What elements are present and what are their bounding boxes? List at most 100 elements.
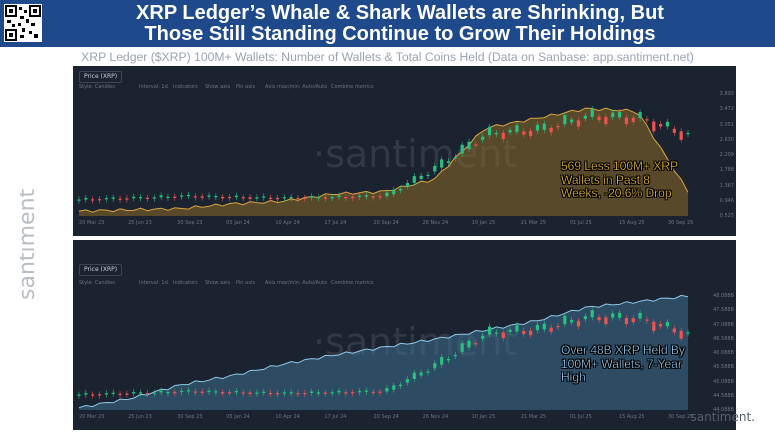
price-candle [221,392,225,394]
interval-selector-2[interactable]: Interval: 1d [139,280,168,286]
vertical-brand-text: santiment [20,188,40,300]
y-tick-label: 3.051 [719,121,734,128]
axis-max-selector[interactable]: Axis max/min: Auto/Auto [265,84,328,90]
interval-selector[interactable]: Interval: 1d [139,84,168,90]
axis-max-selector-2[interactable]: Axis max/min: Auto/Auto [265,280,328,286]
indicators-button-2[interactable]: Indicators [173,280,198,286]
price-candle [474,343,478,345]
metric-area [79,108,688,216]
price-candle [399,188,403,191]
corner-brand: santiment. [690,410,755,424]
price-candle [590,310,594,318]
price-candle [535,124,540,131]
price-candle [405,379,410,383]
price-candle [576,320,581,327]
y-tick-label: 3.893 [719,91,734,97]
price-candle [542,323,546,330]
price-candle [303,197,307,200]
price-candle [419,175,423,180]
price-candle [535,324,540,331]
price-candle [84,393,88,395]
y-tick-label: 44.088B [713,407,734,413]
x-tick-label: 26 Nov 24 [422,220,449,226]
price-candle [145,197,150,199]
price-candle [289,392,293,394]
price-candle [282,197,286,199]
price-candle [132,196,136,199]
price-candle [323,197,327,199]
x-tick-label: 10 Jan 25 [471,414,496,420]
x-tick-label: 20 Sep 24 [373,414,399,420]
price-candle [576,120,581,127]
price-candle [248,197,252,199]
holdings-chart-panel: Price (XRP) Style: Candles Interval: 1d … [73,240,736,430]
wallets-chart-panel: Price (XRP) Style: Candles Interval: 1d … [73,66,736,236]
price-metric-pill[interactable]: Price (XRP) [79,71,123,83]
price-candle [590,109,594,117]
pin-axis-toggle-2[interactable]: Pin axis [236,280,256,286]
style-selector-2[interactable]: Style: Candles [79,280,115,286]
price-candle [111,392,115,394]
price-candle [214,391,218,393]
price-candle [686,132,690,135]
x-tick-label: 10 Apr 24 [275,220,300,226]
price-candle [132,392,136,394]
price-candle [296,197,300,200]
chart-toolbar: Price (XRP) Style: Candles Interval: 1d … [73,66,736,96]
price-candle [310,196,314,198]
x-tick-label: 15 Aug 25 [618,414,645,420]
metric-area [79,295,688,410]
price-candle [330,197,334,199]
price-candle [446,358,451,361]
pin-axis-toggle[interactable]: Pin axis [236,84,256,90]
combine-metrics-button[interactable]: Combine metrics [331,84,374,90]
style-selector[interactable]: Style: Candles [79,84,115,90]
x-tick-label: 30 Sep 23 [177,414,203,420]
price-candle [645,319,649,321]
price-candle [364,390,368,392]
price-candle [207,390,211,393]
y-tick-label: 46.588B [713,335,734,342]
price-candle [337,195,341,198]
price-candle [672,128,676,133]
price-candle [405,183,410,187]
price-candle [631,117,635,123]
x-tick-label: 10 Apr 24 [275,414,300,420]
price-candle [481,136,485,140]
price-candle [104,393,108,395]
price-candle [494,133,499,135]
price-candle [357,195,362,197]
show-axis-toggle-2[interactable]: Show axis [205,280,231,286]
price-candle [501,132,505,140]
price-candle [515,325,519,332]
indicators-button[interactable]: Indicators [173,84,198,90]
price-candle [371,391,375,393]
price-candle [597,317,601,321]
price-candle [563,315,567,325]
x-tick-label: 30 Sep 25 [668,414,694,420]
price-candle [563,115,567,125]
y-tick-label: 45.088B [713,378,734,385]
x-tick-label: 21 Mar 25 [520,220,547,226]
combine-metrics-button-2[interactable]: Combine metrics [331,280,374,286]
y-tick-label: 1.788 [719,167,734,174]
price-candle [549,327,553,332]
show-axis-toggle[interactable]: Show axis [205,84,231,90]
price-candle [200,196,204,198]
y-tick-label: 2.630 [719,136,734,143]
price-candle [234,391,238,393]
price-candle [125,198,129,200]
price-metric-pill-2[interactable]: Price (XRP) [79,264,123,276]
price-candle [97,199,102,201]
price-candle [316,392,321,394]
price-candle [248,392,252,395]
wallets-chart-svg [77,106,690,216]
x-tick-label: 01 Jul 25 [569,220,592,226]
price-candle [679,131,683,140]
price-candle [652,121,656,132]
x-tick-label: 30 Sep 23 [177,220,203,226]
x-tick-label: 25 Jun 23 [128,414,152,420]
y-tick-label: 0.525 [719,213,734,219]
holdings-chart-svg [77,294,690,410]
price-candle [392,189,396,195]
